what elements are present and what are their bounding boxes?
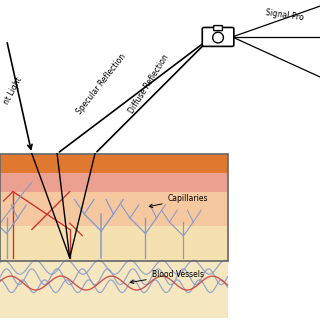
Bar [0, 154, 228, 172]
Circle shape [213, 32, 223, 43]
Text: Diffuse Reflection: Diffuse Reflection [127, 53, 170, 116]
FancyBboxPatch shape [214, 26, 222, 31]
Bar [0, 192, 228, 226]
Bar [0, 172, 228, 192]
Bar [0, 261, 228, 318]
Text: nt Light: nt Light [2, 75, 24, 106]
Bar [0, 226, 228, 261]
FancyBboxPatch shape [202, 28, 234, 46]
Bar [0, 154, 228, 261]
Text: Capillaries: Capillaries [149, 194, 208, 207]
Text: Specular Reflection: Specular Reflection [75, 52, 128, 116]
Text: Blood Vessels: Blood Vessels [130, 270, 204, 284]
Text: Signal Pro: Signal Pro [265, 8, 305, 22]
